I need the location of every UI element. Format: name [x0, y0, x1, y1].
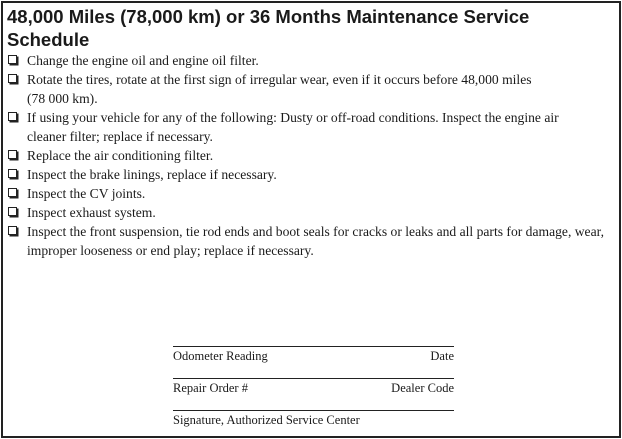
checklist-item: Inspect the front suspension, tie rod en… — [8, 222, 608, 260]
checklist-item: Change the engine oil and engine oil fil… — [8, 51, 608, 70]
checkbox-icon[interactable] — [8, 226, 17, 235]
signature-label: Signature, Authorized Service Center — [173, 413, 360, 427]
signature-line[interactable]: Signature, Authorized Service Center — [173, 410, 454, 428]
odometer-label: Odometer Reading — [173, 349, 268, 363]
checkbox-icon[interactable] — [8, 55, 17, 64]
checkbox-icon[interactable] — [8, 188, 17, 197]
repair-order-label: Repair Order # — [173, 381, 248, 395]
checklist-item: Inspect exhaust system. — [8, 203, 608, 222]
dealer-code-label: Dealer Code — [391, 381, 454, 395]
checkbox-icon[interactable] — [8, 112, 17, 121]
item-text: Replace the air conditioning filter. — [27, 148, 214, 163]
checklist: Change the engine oil and engine oil fil… — [8, 51, 608, 260]
checklist-item: If using your vehicle for any of the fol… — [8, 108, 608, 146]
date-label: Date — [430, 349, 454, 363]
item-text: Inspect the CV joints. — [27, 186, 146, 201]
checklist-item: Inspect the brake linings, replace if ne… — [8, 165, 608, 184]
checklist-item: Inspect the CV joints. — [8, 184, 608, 203]
item-text: Inspect the brake linings, replace if ne… — [27, 167, 277, 182]
item-text: Change the engine oil and engine oil fil… — [27, 53, 259, 68]
checkbox-icon[interactable] — [8, 74, 17, 83]
odometer-date-line[interactable]: Odometer Reading Date — [173, 346, 454, 364]
checklist-item: Rotate the tires, rotate at the first si… — [8, 70, 608, 108]
checkbox-icon[interactable] — [8, 169, 17, 178]
item-text: Rotate the tires, rotate at the first si… — [27, 72, 532, 106]
page-title: 48,000 Miles (78,000 km) or 36 Months Ma… — [7, 6, 530, 50]
checklist-item: Replace the air conditioning filter. — [8, 146, 608, 165]
repair-dealer-line[interactable]: Repair Order # Dealer Code — [173, 378, 454, 396]
item-text: If using your vehicle for any of the fol… — [27, 110, 559, 144]
item-text: Inspect exhaust system. — [27, 205, 156, 220]
checkbox-icon[interactable] — [8, 207, 17, 216]
item-text: Inspect the front suspension, tie rod en… — [27, 224, 605, 258]
checkbox-icon[interactable] — [8, 150, 17, 159]
